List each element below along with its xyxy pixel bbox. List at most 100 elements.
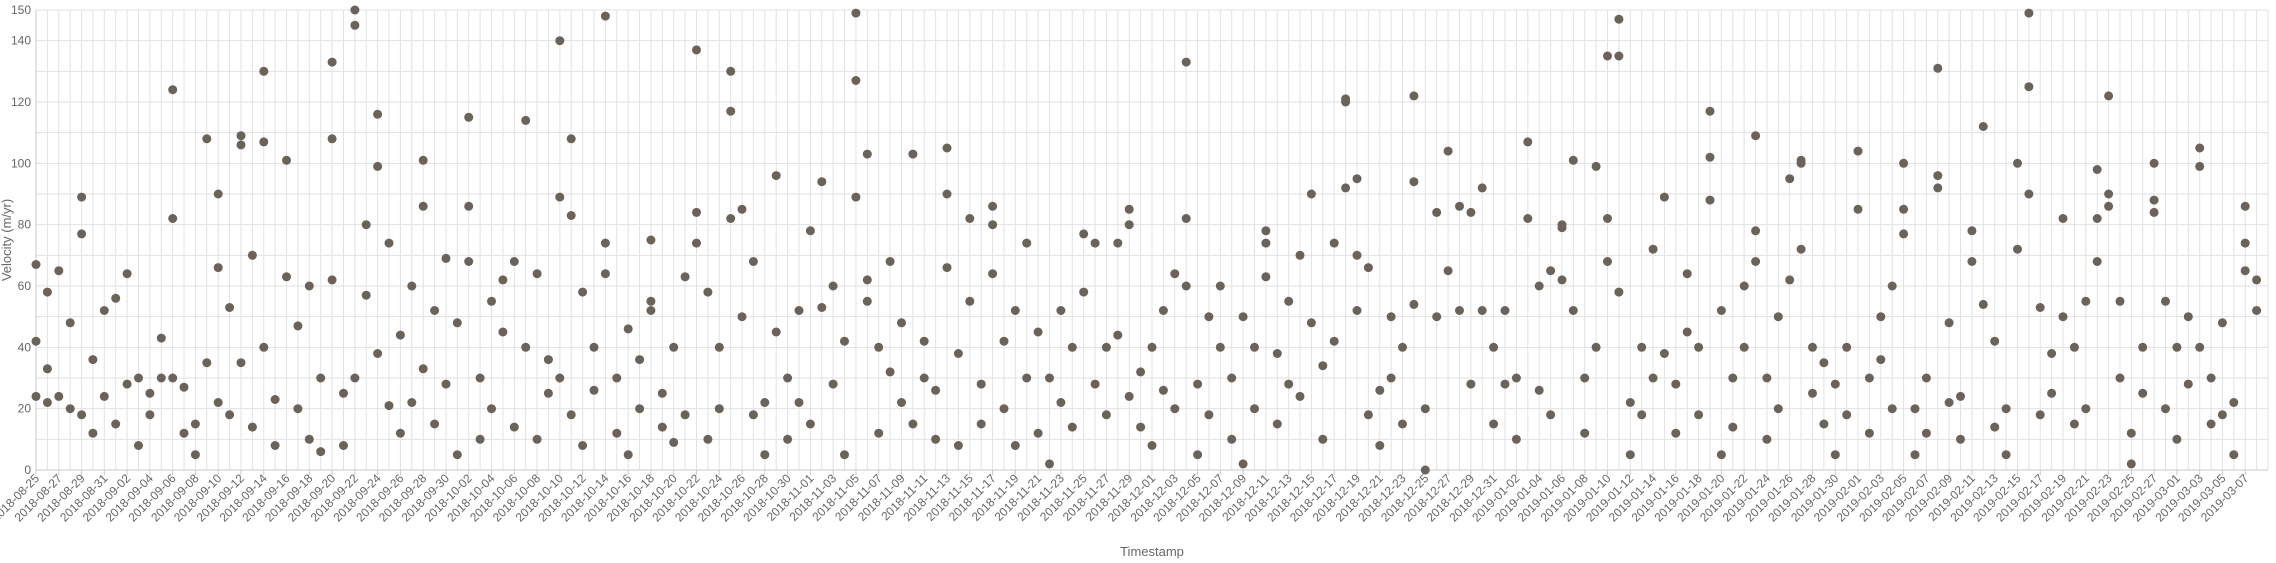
- data-point: [42, 287, 52, 297]
- data-point: [54, 266, 64, 276]
- data-point: [1614, 51, 1624, 61]
- data-point: [1671, 379, 1681, 389]
- data-point: [54, 391, 64, 401]
- data-point: [202, 358, 212, 368]
- data-point: [2104, 91, 2114, 101]
- data-point: [190, 450, 200, 460]
- data-point: [1386, 312, 1396, 322]
- data-point: [2195, 342, 2205, 352]
- data-point: [31, 391, 41, 401]
- data-point: [1648, 244, 1658, 254]
- data-point: [703, 287, 713, 297]
- data-point: [1398, 342, 1407, 352]
- data-point: [1603, 257, 1612, 266]
- data-point: [1113, 330, 1123, 340]
- data-point: [1728, 422, 1738, 432]
- data-point: [111, 419, 121, 429]
- data-point: [692, 45, 701, 55]
- data-point: [430, 419, 440, 429]
- data-point: [885, 367, 895, 377]
- data-point: [1785, 174, 1795, 184]
- data-point: [1614, 287, 1624, 297]
- data-point: [2195, 161, 2205, 171]
- data-point: [840, 450, 849, 460]
- data-point: [1671, 428, 1681, 438]
- data-point: [999, 336, 1009, 346]
- data-point: [1694, 410, 1704, 420]
- data-point: [669, 342, 679, 352]
- data-point: [1489, 342, 1499, 352]
- data-point: [1739, 281, 1749, 291]
- data-point: [600, 269, 610, 279]
- data-point: [1227, 373, 1237, 383]
- data-point: [532, 434, 542, 444]
- data-point: [1238, 459, 1248, 469]
- data-point: [418, 364, 428, 374]
- data-point: [1591, 342, 1601, 352]
- data-point: [498, 327, 508, 337]
- data-point: [657, 388, 667, 398]
- data-point: [988, 220, 998, 230]
- data-point: [1500, 379, 1510, 389]
- data-point: [293, 404, 303, 414]
- data-point: [1921, 428, 1931, 438]
- data-point: [874, 428, 884, 438]
- data-point: [988, 269, 998, 279]
- data-point: [1842, 342, 1852, 352]
- data-point: [1705, 195, 1715, 205]
- data-point: [1546, 266, 1556, 276]
- data-point: [1557, 223, 1567, 233]
- data-point: [168, 214, 178, 223]
- data-point: [407, 281, 417, 291]
- data-point: [1124, 204, 1134, 214]
- data-point: [976, 379, 986, 389]
- data-point: [783, 434, 793, 444]
- data-point: [1455, 201, 1464, 211]
- data-point: [407, 398, 417, 407]
- data-point: [1329, 336, 1339, 346]
- data-point: [2252, 275, 2262, 285]
- data-point: [908, 419, 918, 429]
- data-point: [1420, 465, 1430, 475]
- data-point: [1215, 342, 1225, 352]
- data-point: [2126, 459, 2136, 469]
- data-point: [1716, 450, 1726, 460]
- data-point: [1523, 214, 1533, 223]
- data-point: [1284, 379, 1294, 389]
- data-point: [680, 272, 690, 282]
- data-point: [452, 318, 462, 328]
- data-point: [1887, 281, 1897, 291]
- data-point: [156, 373, 166, 383]
- data-point: [1876, 355, 1886, 365]
- data-point: [2104, 201, 2114, 211]
- data-point: [145, 410, 155, 420]
- data-points: [31, 5, 2262, 475]
- data-point: [623, 324, 633, 334]
- data-point: [2058, 312, 2068, 322]
- data-point: [487, 404, 496, 414]
- data-point: [1899, 204, 1909, 214]
- data-point: [1181, 281, 1191, 291]
- data-point: [1659, 192, 1669, 202]
- data-point: [327, 275, 337, 285]
- data-point: [578, 441, 588, 450]
- data-point: [1067, 422, 1077, 432]
- data-point: [1853, 204, 1863, 214]
- data-point: [2024, 8, 2034, 18]
- data-point: [862, 275, 872, 285]
- data-point: [543, 388, 553, 398]
- data-point: [521, 115, 531, 125]
- data-point: [578, 287, 588, 297]
- data-point: [1318, 434, 1328, 444]
- data-point: [1147, 342, 1157, 352]
- data-point: [1990, 336, 2000, 346]
- data-point: [270, 395, 280, 404]
- data-point: [179, 428, 189, 438]
- data-point: [2240, 238, 2250, 248]
- data-point: [999, 404, 1009, 414]
- data-point: [726, 214, 736, 223]
- data-point: [1659, 349, 1669, 358]
- data-point: [1409, 177, 1419, 187]
- data-point: [1033, 428, 1043, 438]
- data-point: [2172, 342, 2182, 352]
